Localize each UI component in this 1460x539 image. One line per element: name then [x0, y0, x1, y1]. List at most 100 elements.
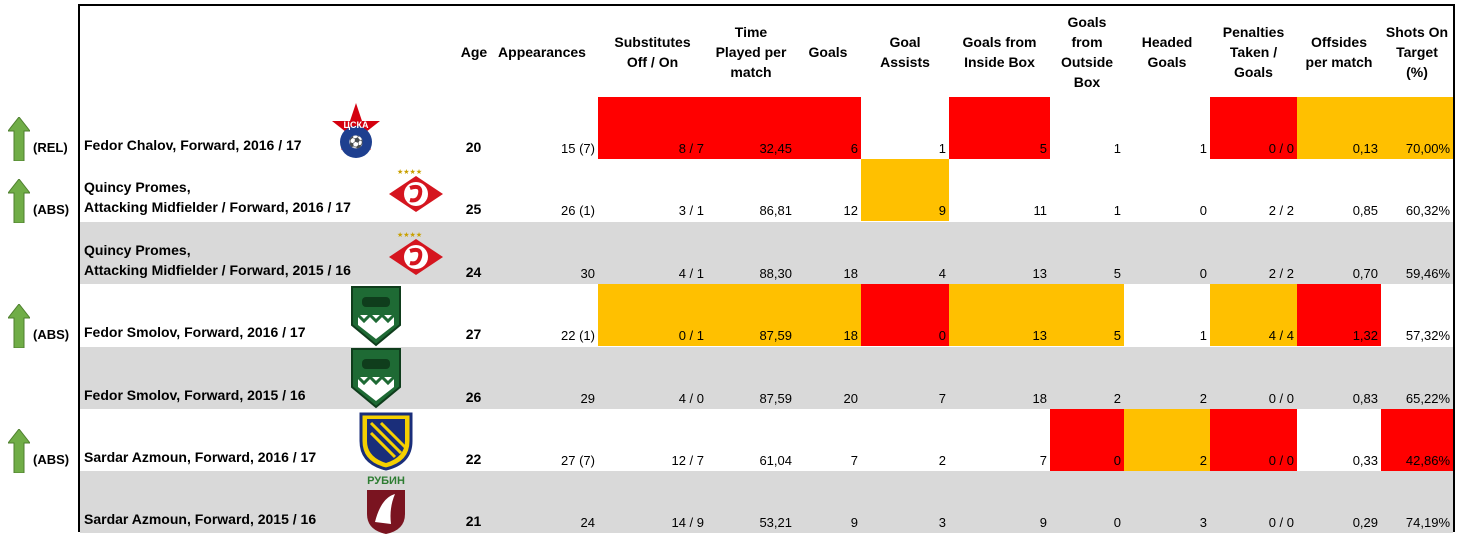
highlight-cell	[1124, 409, 1210, 471]
player-name: Sardar Azmoun, Forward, 2015 / 16	[84, 511, 317, 527]
table-cell-age: 27	[465, 326, 482, 342]
table-cell-penalties-taken-goals: 0 / 0	[1268, 391, 1294, 406]
player-name: Fedor Smolov, Forward, 2015 / 16	[84, 387, 306, 403]
table-cell-offsides-per-match: 0,85	[1352, 203, 1378, 218]
table-cell-goals-from-outside-box: 1	[1113, 203, 1121, 218]
table-cell-substitutes-off-on: 12 / 7	[671, 453, 704, 468]
table-cell-time-played-per-match: 53,21	[759, 515, 792, 530]
header-shots-on-target: Shots On Target (%)	[1385, 24, 1449, 80]
table-cell-age: 21	[465, 513, 482, 529]
table-cell-goal-assists: 2	[938, 453, 946, 468]
table-cell-appearances: 26 (1)	[561, 203, 595, 218]
table-cell-goal-assists: 0	[938, 328, 946, 343]
highlight-cell	[707, 284, 795, 346]
table-cell-offsides-per-match: 0,83	[1352, 391, 1378, 406]
highlight-cell	[795, 284, 861, 346]
highlight-cell	[1210, 409, 1297, 471]
table-cell-appearances: 22 (1)	[561, 328, 595, 343]
highlight-cell	[598, 284, 707, 346]
table-cell-goals: 7	[850, 453, 858, 468]
table-cell-goals: 20	[843, 391, 858, 406]
table-cell-headed-goals: 1	[1199, 141, 1207, 156]
highlight-cell	[598, 97, 707, 159]
table-cell-goals: 6	[850, 141, 858, 156]
table-cell-goals-from-inside-box: 9	[1039, 515, 1047, 530]
table-cell-headed-goals: 0	[1199, 203, 1207, 218]
table-cell-substitutes-off-on: 4 / 0	[678, 391, 704, 406]
table-cell-appearances: 27 (7)	[561, 453, 595, 468]
table-cell-goals-from-outside-box: 5	[1113, 266, 1121, 281]
spartak-logo-icon: ★★★★	[385, 229, 447, 284]
table-cell-substitutes-off-on: 0 / 1	[678, 328, 704, 343]
table-cell-offsides-per-match: 0,70	[1352, 266, 1378, 281]
table-cell-appearances: 29	[580, 391, 595, 406]
table-cell-goals: 18	[843, 328, 858, 343]
table-cell-time-played-per-match: 88,30	[759, 266, 792, 281]
table-cell-appearances: 30	[580, 266, 595, 281]
table-cell-penalties-taken-goals: 0 / 0	[1268, 453, 1294, 468]
highlight-cell	[1210, 284, 1297, 346]
table-cell-goal-assists: 1	[938, 141, 946, 156]
table-cell-goals: 18	[843, 266, 858, 281]
table-cell-appearances: 24	[580, 515, 595, 530]
comparison-tag: (ABS)	[33, 202, 70, 217]
player-name: Fedor Smolov, Forward, 2016 / 17	[84, 324, 306, 340]
table-cell-shots-on-target: 57,32%	[1405, 328, 1450, 343]
table-cell-appearances: 15 (7)	[561, 141, 595, 156]
table-cell-goals-from-inside-box: 7	[1039, 453, 1047, 468]
table-cell-goal-assists: 3	[938, 515, 946, 530]
svg-text:ЦСКА: ЦСКА	[343, 120, 369, 130]
comparison-tag: (ABS)	[33, 327, 70, 342]
table-cell-time-played-per-match: 87,59	[759, 391, 792, 406]
header-age: Age	[460, 44, 488, 60]
comparison-tag: (ABS)	[33, 452, 70, 467]
table-cell-shots-on-target: 70,00%	[1405, 141, 1450, 156]
table-cell-penalties-taken-goals: 2 / 2	[1268, 266, 1294, 281]
header-substitutes: Substitutes Off / On	[614, 34, 691, 70]
rubin-logo-icon: РУБИН	[361, 472, 411, 539]
cska-logo-icon: ЦСКА ⚽	[331, 101, 381, 168]
table-cell-time-played-per-match: 61,04	[759, 453, 792, 468]
table-cell-age: 25	[465, 201, 482, 217]
table-cell-goals-from-outside-box: 2	[1113, 391, 1121, 406]
table-cell-age: 22	[465, 451, 482, 467]
header-offsides: Offsides per match	[1305, 34, 1373, 70]
krasnodar-logo-icon	[350, 285, 402, 352]
table-cell-shots-on-target: 60,32%	[1405, 203, 1450, 218]
table-cell-goals-from-inside-box: 13	[1032, 266, 1047, 281]
table-cell-substitutes-off-on: 14 / 9	[671, 515, 704, 530]
table-cell-shots-on-target: 65,22%	[1405, 391, 1450, 406]
table-cell-goals-from-inside-box: 18	[1032, 391, 1047, 406]
up-arrow-icon	[6, 428, 32, 478]
spartak-logo-icon: ★★★★	[385, 166, 447, 221]
table-cell-substitutes-off-on: 3 / 1	[678, 203, 704, 218]
table-cell-time-played-per-match: 87,59	[759, 328, 792, 343]
header-goal-assists: Goal Assists	[880, 34, 930, 70]
table-cell-headed-goals: 1	[1199, 328, 1207, 343]
table-cell-goals-from-outside-box: 1	[1113, 141, 1121, 156]
highlight-cell	[795, 97, 861, 159]
table-cell-goals-from-outside-box: 5	[1113, 328, 1121, 343]
highlight-cell	[1050, 284, 1124, 346]
player-name: Quincy Promes, Attacking Midfielder / Fo…	[84, 179, 351, 215]
table-cell-headed-goals: 3	[1199, 515, 1207, 530]
header-goals: Goals	[808, 44, 848, 60]
table-cell-goals-from-outside-box: 0	[1113, 515, 1121, 530]
comparison-tag: (REL)	[33, 140, 68, 155]
up-arrow-icon	[6, 303, 32, 353]
player-name: Sardar Azmoun, Forward, 2016 / 17	[84, 449, 317, 465]
up-arrow-icon	[6, 116, 32, 166]
highlight-cell	[1297, 284, 1381, 346]
table-cell-shots-on-target: 74,19%	[1405, 515, 1450, 530]
table-cell-goals: 9	[850, 515, 858, 530]
header-time-played: Time Played per match	[715, 24, 787, 80]
table-cell-offsides-per-match: 0,33	[1352, 453, 1378, 468]
table-cell-penalties-taken-goals: 4 / 4	[1268, 328, 1294, 343]
header-headed-goals: Headed Goals	[1141, 34, 1193, 70]
player-name: Fedor Chalov, Forward, 2016 / 17	[84, 137, 302, 153]
table-cell-goals-from-inside-box: 5	[1039, 141, 1047, 156]
up-arrow-icon	[6, 178, 32, 228]
table-cell-time-played-per-match: 32,45	[759, 141, 792, 156]
table-cell-shots-on-target: 59,46%	[1405, 266, 1450, 281]
highlight-cell	[707, 97, 795, 159]
